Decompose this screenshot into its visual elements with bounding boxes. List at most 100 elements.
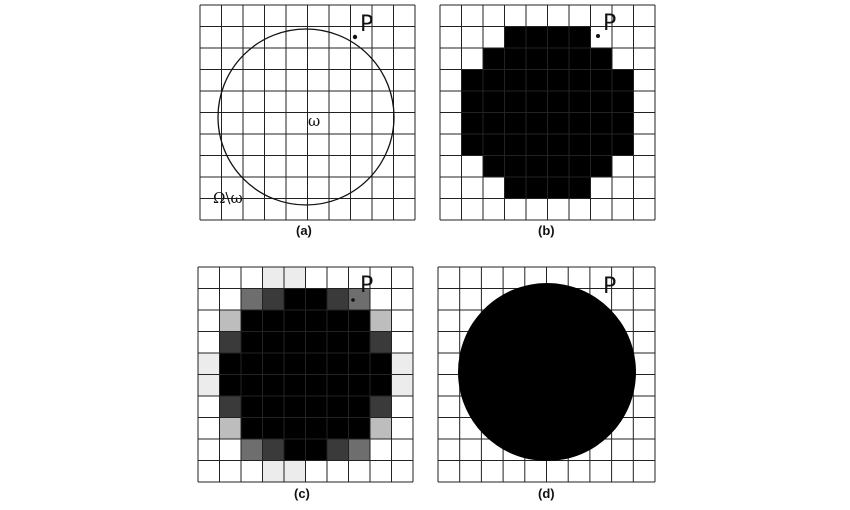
panel-c-gray-cell xyxy=(305,288,328,311)
panel-c-gray-cell xyxy=(262,353,285,375)
panel-c-gray-cell xyxy=(262,396,285,418)
panel-b-filled-cell xyxy=(547,26,570,49)
panel-c-gray-cell xyxy=(370,310,392,332)
panel-b-filled-cell xyxy=(526,155,548,178)
panel-c-gray-cell xyxy=(370,396,392,418)
panel-b-filled-cell xyxy=(483,155,505,178)
panel-b-filled-cell xyxy=(504,69,527,92)
panel-a-point-p-marker xyxy=(352,34,358,40)
panel-c-gray-cell xyxy=(327,288,349,311)
panel-c-point-p-marker xyxy=(351,298,355,302)
panel-c-gray-cell xyxy=(348,396,371,418)
panel-b-filled-cell xyxy=(590,134,613,156)
panel-b-filled-cell xyxy=(569,26,591,49)
panel-d-filled-disc xyxy=(458,283,636,461)
panel-c-gray-cell xyxy=(284,353,306,375)
panel-b-filled-cell xyxy=(547,134,570,156)
panel-b-filled-cell xyxy=(461,69,484,92)
panel-b-filled-cell xyxy=(526,112,548,135)
panel-c-gray-cell xyxy=(241,374,263,397)
panel-c-gray-cell xyxy=(262,310,285,332)
panel-c-gray-cell xyxy=(284,267,306,289)
panel-c-gray-cell xyxy=(305,310,328,332)
panel-c-gray-cell xyxy=(348,331,371,354)
panel-c-gray-cell xyxy=(284,374,306,397)
panel-c-gray-cell xyxy=(370,331,392,354)
panel-b-caption: (b) xyxy=(538,223,555,238)
panel-b-filled-cell xyxy=(526,91,548,113)
panel-c-gray-fill xyxy=(198,267,414,483)
panel-b-filled-cell xyxy=(547,69,570,92)
panel-b-filled-cell xyxy=(590,112,613,135)
panel-c-gray-cell xyxy=(305,396,328,418)
panel-d-caption: (d) xyxy=(538,486,555,501)
panel-b-filled-cell xyxy=(504,177,527,199)
panel-b-filled-cell xyxy=(569,91,591,113)
panel-b-filled-cell xyxy=(504,48,527,70)
panel-c-gray-cell xyxy=(348,310,371,332)
panel-b-filled-cell xyxy=(547,112,570,135)
panel-b-filled-cell xyxy=(547,91,570,113)
panel-b-filled-cell xyxy=(483,112,505,135)
panel-b-filled-cell xyxy=(461,91,484,113)
panel-c-gray-cell xyxy=(327,439,349,461)
panel-b-pixel-fill xyxy=(461,26,634,199)
panel-c-gray-cell xyxy=(327,331,349,354)
panel-b-filled-cell xyxy=(590,91,613,113)
panel-a: P ω Ω\ω (a) xyxy=(199,4,416,238)
panel-b-filled-cell xyxy=(547,177,570,199)
panel-b-filled-cell xyxy=(569,134,591,156)
panel-c-gray-cell xyxy=(219,310,242,332)
panel-b-filled-cell xyxy=(483,91,505,113)
panel-c-gray-cell xyxy=(327,374,349,397)
panel-c-gray-cell xyxy=(370,417,392,440)
panel-a-caption: (a) xyxy=(296,223,312,238)
panel-b-filled-cell xyxy=(504,134,527,156)
panel-c-gray-cell xyxy=(219,353,242,375)
panel-c-gray-cell xyxy=(370,353,392,375)
panel-c-gray-cell xyxy=(262,374,285,397)
panel-c-gray-cell xyxy=(348,417,371,440)
panel-c-gray-cell xyxy=(262,417,285,440)
panel-b-filled-cell xyxy=(483,134,505,156)
panel-c-gray-cell xyxy=(327,396,349,418)
panel-b-filled-cell xyxy=(526,48,548,70)
panel-b-grid xyxy=(439,4,656,221)
panel-c-gray-cell xyxy=(348,439,371,461)
panel-c-gray-cell xyxy=(219,396,242,418)
panel-c-gray-cell xyxy=(305,353,328,375)
panel-c-gray-cell xyxy=(327,353,349,375)
panel-c-gray-cell xyxy=(284,310,306,332)
panel-c-gray-cell xyxy=(348,288,371,311)
panel-a-point-label: P xyxy=(360,12,373,37)
panel-c-gray-cell xyxy=(241,310,263,332)
panel-c-gray-cell xyxy=(241,353,263,375)
panel-c-gray-cell xyxy=(284,439,306,461)
panel-b-filled-cell xyxy=(569,177,591,199)
panel-c-gray-cell xyxy=(241,396,263,418)
panel-b-filled-cell xyxy=(504,26,527,49)
panel-c-gray-cell xyxy=(241,417,263,440)
panel-c-grid xyxy=(197,266,414,483)
panel-b-filled-cell xyxy=(569,155,591,178)
panel-c-gray-cell xyxy=(219,417,242,440)
panel-c-gray-cell xyxy=(284,460,306,483)
panel-b-filled-cell xyxy=(483,69,505,92)
panel-c-caption: (c) xyxy=(294,486,310,501)
panel-b-filled-cell xyxy=(612,91,634,113)
panel-d-point-label: P xyxy=(603,274,616,299)
panel-c-gray-cell xyxy=(198,374,220,397)
panel-d: P (d) xyxy=(437,266,656,501)
panel-c-gray-cell xyxy=(262,460,285,483)
panel-c-point-label: P xyxy=(360,273,373,298)
panel-c-gray-cell xyxy=(262,267,285,289)
panel-c-gray-cell xyxy=(262,439,285,461)
panel-c-gray-cell xyxy=(262,288,285,311)
panel-b-filled-cell xyxy=(526,134,548,156)
panel-b-point-p-marker xyxy=(596,34,600,38)
panel-b-filled-cell xyxy=(590,155,613,178)
panel-c-gray-cell xyxy=(241,288,263,311)
panel-c: P (c) xyxy=(197,266,414,501)
panel-b-filled-cell xyxy=(483,48,505,70)
panel-c-gray-cell xyxy=(348,374,371,397)
